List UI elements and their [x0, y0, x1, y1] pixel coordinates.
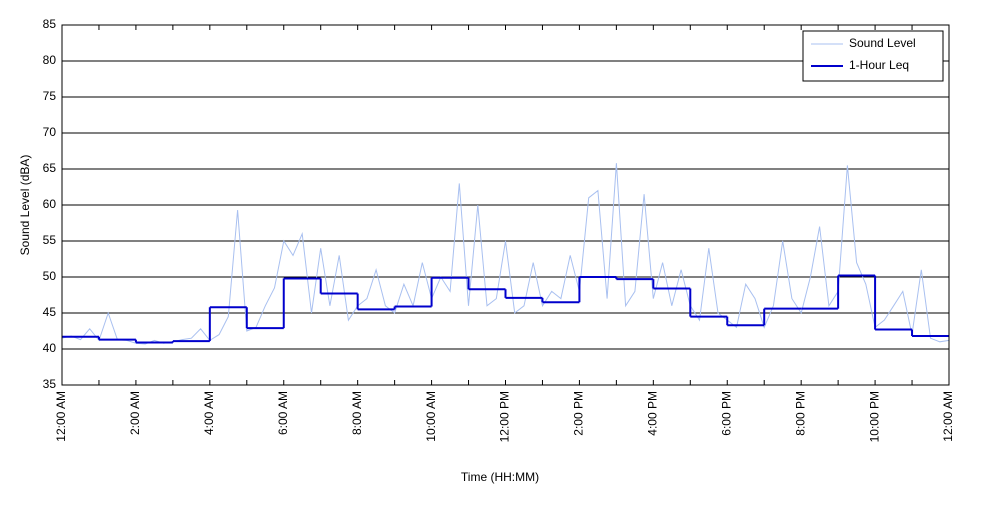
x-tick-label: 12:00 PM	[498, 391, 512, 442]
y-tick-label: 60	[43, 197, 57, 211]
y-tick-label: 85	[43, 17, 57, 31]
x-tick-label: 6:00 AM	[276, 391, 290, 435]
y-tick-label: 70	[43, 125, 57, 139]
y-tick-label: 75	[43, 89, 57, 103]
x-tick-label: 12:00 AM	[54, 391, 68, 442]
y-tick-label: 45	[43, 305, 57, 319]
y-tick-label: 80	[43, 53, 57, 67]
y-tick-label: 40	[43, 341, 57, 355]
x-tick-label: 2:00 PM	[572, 391, 586, 436]
x-tick-label: 10:00 AM	[424, 391, 438, 442]
y-tick-label: 50	[43, 269, 57, 283]
x-axis-label: Time (HH:MM)	[461, 470, 539, 484]
y-axis-label: Sound Level (dBA)	[18, 155, 32, 256]
legend-label: 1-Hour Leq	[849, 58, 909, 72]
y-tick-label: 35	[43, 377, 57, 391]
x-tick-label: 4:00 PM	[646, 391, 660, 436]
legend-label: Sound Level	[849, 36, 916, 50]
x-tick-label: 2:00 AM	[128, 391, 142, 435]
x-tick-label: 8:00 PM	[793, 391, 807, 436]
legend-box	[802, 30, 944, 82]
x-tick-label: 8:00 AM	[350, 391, 364, 435]
plot-frame	[61, 24, 950, 386]
x-tick-label: 12:00 AM	[941, 391, 955, 442]
leq-steps	[62, 274, 949, 344]
x-tick-label: 4:00 AM	[202, 391, 216, 435]
y-tick-label: 55	[43, 233, 57, 247]
x-tick-label: 6:00 PM	[719, 391, 733, 436]
x-tick-label: 10:00 PM	[867, 391, 881, 442]
y-tick-label: 65	[43, 161, 57, 175]
